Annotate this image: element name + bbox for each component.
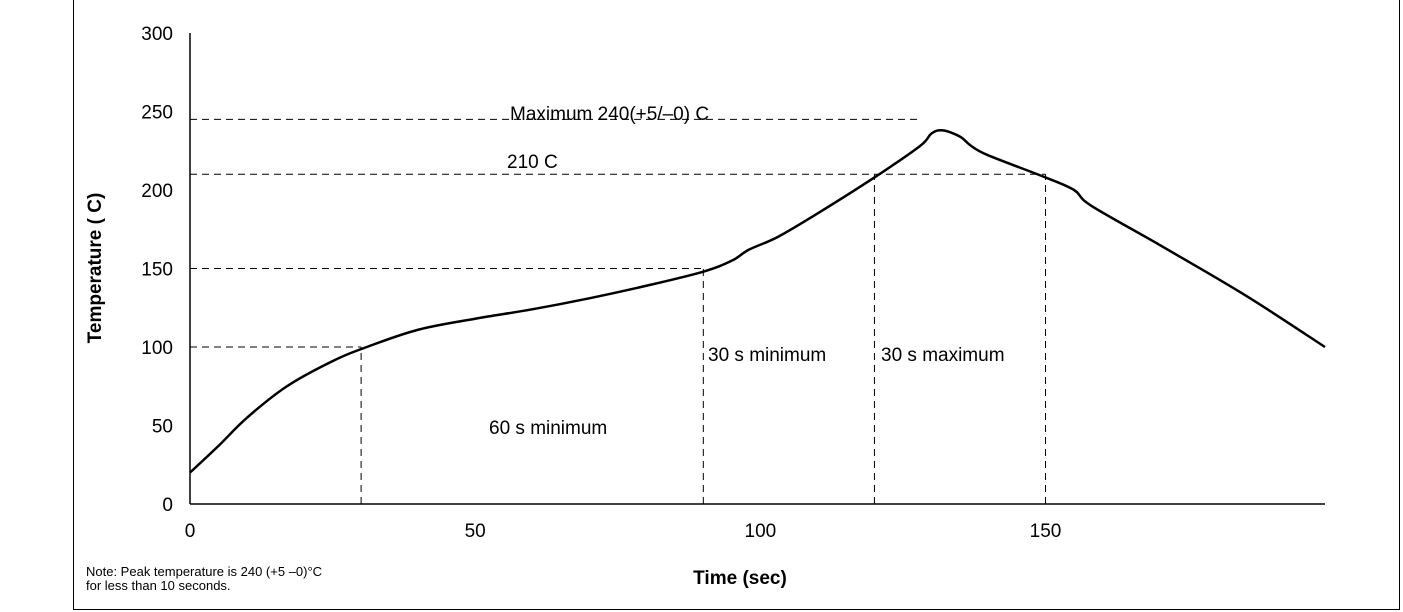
y-tick-label: 50 — [152, 417, 173, 438]
max-temperature-annotation: Maximum 240(+5/–0) C — [510, 104, 709, 125]
y-tick-label: 300 — [141, 24, 173, 45]
tick-labels: 0 50 100 150 200 250 300 0 50 100 150 — [141, 24, 1061, 542]
thirty-seconds-min-annotation: 30 s minimum — [708, 345, 826, 366]
note-line-2: for less than 10 seconds. — [86, 578, 231, 593]
sixty-seconds-annotation: 60 s minimum — [489, 418, 607, 439]
y-tick-label: 200 — [141, 181, 173, 202]
x-tick-label: 0 — [185, 521, 196, 542]
x-axis-title: Time (sec) — [693, 568, 787, 589]
y-axis-title: Temperature ( C) — [85, 193, 106, 344]
x-tick-label: 50 — [465, 521, 486, 542]
line-210-annotation: 210 C — [507, 152, 558, 173]
y-tick-label: 150 — [141, 260, 173, 281]
chart-frame — [73, 0, 1400, 610]
y-tick-label: 250 — [141, 103, 173, 124]
y-tick-label: 0 — [162, 495, 173, 516]
x-tick-label: 100 — [745, 521, 777, 542]
thirty-seconds-max-annotation: 30 s maximum — [881, 345, 1005, 366]
x-tick-label: 150 — [1030, 521, 1062, 542]
reflow-profile-line — [189, 128, 1326, 474]
note-line-1: Note: Peak temperature is 240 (+5 –0)°C — [86, 564, 322, 579]
reference-lines — [190, 118, 1047, 504]
y-tick-label: 100 — [141, 338, 173, 359]
